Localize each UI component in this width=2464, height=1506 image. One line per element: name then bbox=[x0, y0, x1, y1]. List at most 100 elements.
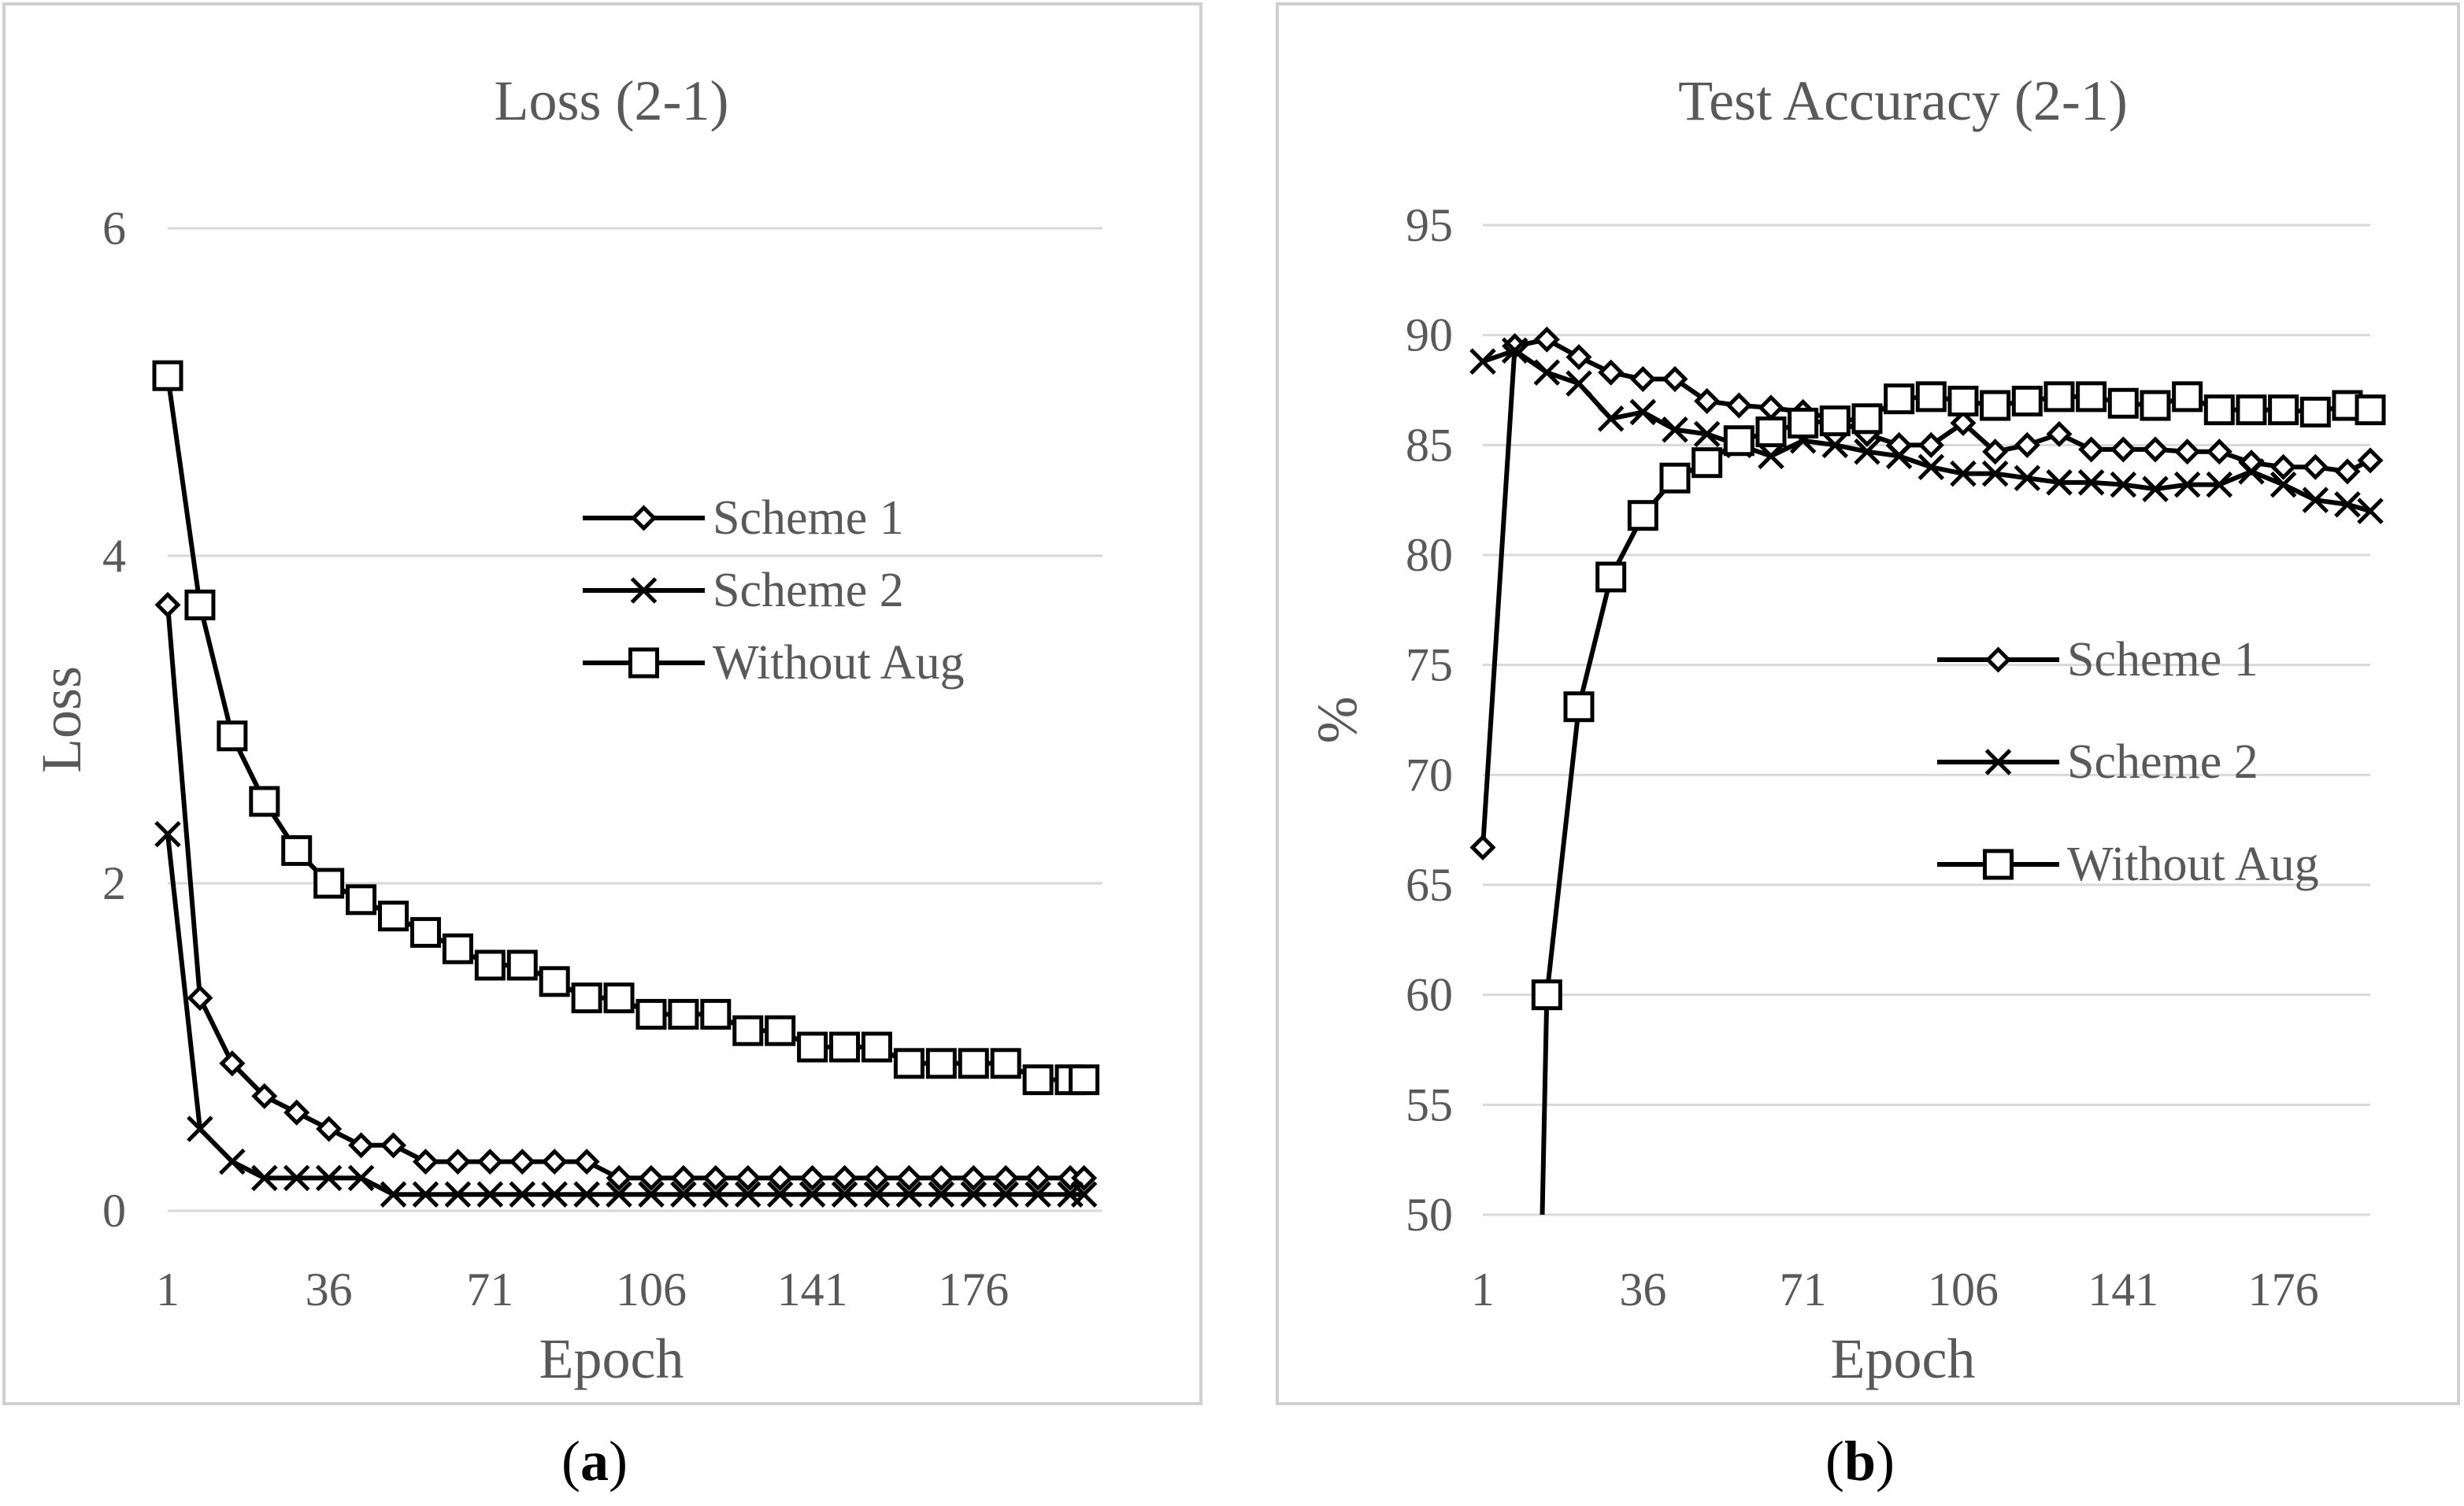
data-point bbox=[380, 1181, 407, 1208]
data-point bbox=[283, 1164, 310, 1192]
data-point bbox=[1629, 398, 1657, 426]
data-point bbox=[476, 1181, 504, 1208]
data-point bbox=[1917, 453, 1945, 481]
data-point bbox=[1025, 1164, 1051, 1191]
data-point bbox=[2142, 436, 2169, 463]
data-point bbox=[409, 916, 441, 948]
data-point bbox=[509, 1181, 536, 1208]
data-point bbox=[606, 1181, 632, 1208]
data-point bbox=[316, 1116, 343, 1142]
legend-marker bbox=[1984, 749, 2012, 775]
x-tick-label: 141 bbox=[2088, 1264, 2158, 1315]
y-tick-label: 70 bbox=[1406, 749, 1453, 801]
y-tick-label: 2 bbox=[102, 857, 126, 909]
data-point bbox=[2011, 385, 2043, 416]
data-point bbox=[2206, 471, 2233, 498]
data-point bbox=[2206, 438, 2232, 465]
data-point bbox=[412, 1149, 439, 1175]
data-point bbox=[1662, 416, 1688, 443]
data-point bbox=[1950, 460, 1977, 487]
data-point bbox=[187, 985, 213, 1012]
y-tick-label: 55 bbox=[1406, 1079, 1453, 1130]
x-tick-label: 71 bbox=[466, 1264, 513, 1315]
data-point bbox=[638, 1164, 665, 1191]
data-point bbox=[603, 982, 635, 1014]
data-point bbox=[832, 1164, 858, 1191]
data-point bbox=[2043, 381, 2075, 413]
data-point bbox=[219, 1148, 246, 1175]
data-point bbox=[765, 1015, 796, 1046]
data-point bbox=[506, 949, 538, 981]
x-tick-label: 36 bbox=[306, 1264, 353, 1315]
x-tick-label: 1 bbox=[156, 1264, 180, 1315]
data-point bbox=[958, 1048, 989, 1079]
legend-label: Without Aug bbox=[2067, 838, 2319, 891]
data-point bbox=[2299, 396, 2331, 427]
data-point bbox=[573, 1149, 600, 1175]
data-point bbox=[960, 1164, 987, 1191]
data-point bbox=[1659, 462, 1691, 494]
data-point bbox=[992, 1164, 1019, 1191]
series-line bbox=[1540, 394, 2371, 1216]
data-point bbox=[573, 1181, 600, 1208]
data-point bbox=[798, 1181, 826, 1208]
data-point bbox=[2078, 436, 2105, 463]
y-tick-label: 80 bbox=[1406, 529, 1453, 581]
data-point bbox=[1597, 405, 1625, 432]
data-point bbox=[2174, 438, 2201, 465]
data-point bbox=[895, 1164, 922, 1191]
y-tick-label: 4 bbox=[102, 530, 126, 582]
legend-marker bbox=[628, 647, 659, 679]
data-point bbox=[184, 589, 216, 620]
data-point bbox=[154, 591, 181, 618]
data-point bbox=[1915, 381, 1947, 413]
series-scheme-1 bbox=[1469, 326, 2384, 861]
x-tick-label: 106 bbox=[616, 1264, 687, 1315]
x-tick-label: 176 bbox=[938, 1264, 1009, 1315]
data-point bbox=[735, 1164, 761, 1191]
data-point bbox=[1595, 561, 1627, 593]
data-point bbox=[928, 1164, 954, 1191]
data-point bbox=[2046, 469, 2073, 496]
data-point bbox=[1629, 365, 1656, 393]
data-point bbox=[509, 1149, 535, 1175]
data-point bbox=[2046, 420, 2073, 447]
data-point bbox=[960, 1181, 987, 1208]
data-point bbox=[1533, 326, 1560, 353]
data-point bbox=[1947, 385, 1979, 416]
legend-marker bbox=[1984, 646, 2012, 673]
data-point bbox=[928, 1181, 955, 1208]
data-point bbox=[251, 1164, 278, 1192]
series-scheme-2 bbox=[154, 820, 1098, 1208]
x-tick-label: 1 bbox=[1471, 1264, 1495, 1315]
legend-marker bbox=[1983, 849, 2014, 880]
data-point bbox=[635, 998, 667, 1030]
data-point bbox=[1821, 431, 1849, 459]
data-point bbox=[799, 1164, 826, 1191]
y-tick-label: 65 bbox=[1406, 859, 1453, 911]
data-point bbox=[1563, 691, 1595, 723]
data-point bbox=[1723, 425, 1754, 457]
x-tick-label: 176 bbox=[2248, 1264, 2319, 1315]
data-point bbox=[2357, 447, 2384, 474]
legend-marker bbox=[630, 577, 658, 604]
x-axis-label: Epoch bbox=[1831, 1327, 1976, 1390]
data-point bbox=[1022, 1064, 1054, 1096]
data-point bbox=[2107, 387, 2139, 419]
data-point bbox=[1884, 383, 1915, 415]
data-point bbox=[670, 1164, 697, 1191]
y-tick-label: 85 bbox=[1406, 419, 1453, 471]
data-point bbox=[2269, 471, 2297, 498]
data-point bbox=[2268, 394, 2299, 426]
data-point bbox=[1662, 365, 1688, 393]
data-point bbox=[378, 901, 409, 932]
x-tick-label: 71 bbox=[1780, 1264, 1827, 1315]
data-point bbox=[315, 1164, 343, 1192]
legend-label: Scheme 2 bbox=[713, 564, 904, 617]
data-point bbox=[2334, 458, 2361, 485]
x-tick-label: 141 bbox=[777, 1264, 848, 1315]
data-point bbox=[2302, 487, 2329, 513]
series-without-aug bbox=[152, 360, 1100, 1096]
data-point bbox=[1819, 405, 1851, 437]
